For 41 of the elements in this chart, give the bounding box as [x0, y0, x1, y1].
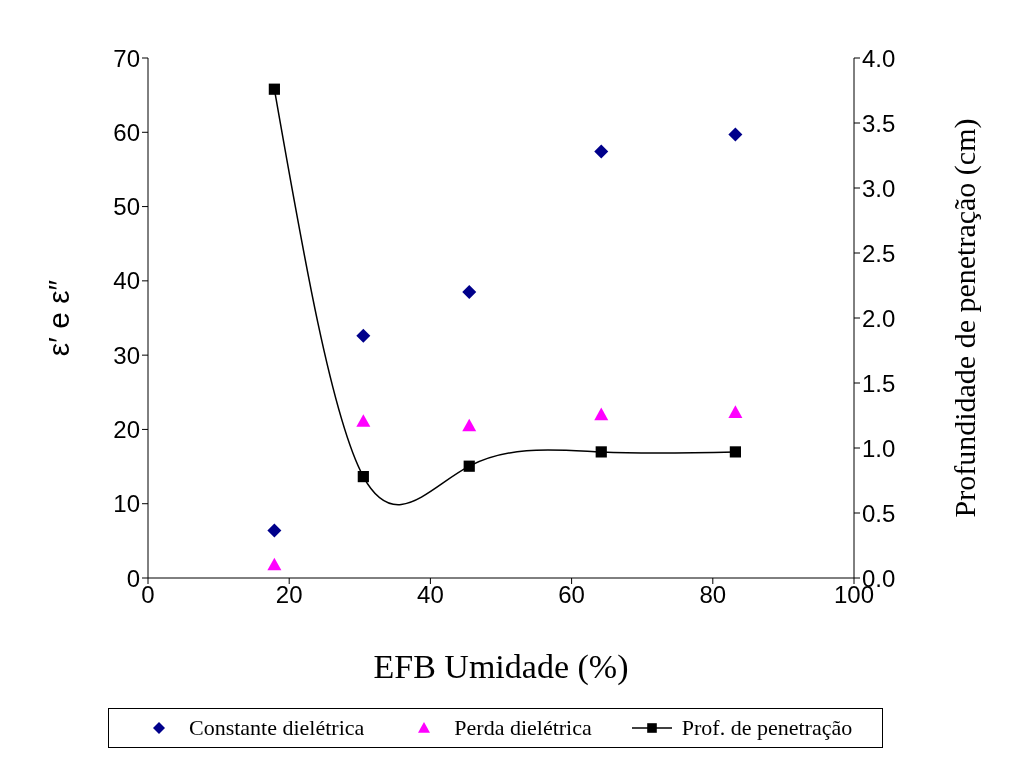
point [463, 460, 475, 472]
point [267, 557, 282, 571]
point [594, 144, 609, 159]
point [728, 127, 743, 142]
point [357, 471, 369, 483]
x-axis-title: EFB Umidade (%) [373, 648, 629, 686]
point [462, 285, 477, 299]
y-axis-title: ε′ e ε″ [41, 279, 75, 357]
x-tick-label: 20 [275, 581, 303, 609]
y-tick-label: 40 [113, 267, 140, 295]
y2-tick-label: 2.0 [862, 304, 896, 332]
y-tick-label: 0 [126, 564, 140, 592]
x-tick-label: 60 [558, 581, 585, 609]
y2-tick-label: 0.5 [862, 499, 896, 527]
y2-tick-label: 1.5 [862, 369, 896, 397]
y2-tick-label: 2.5 [862, 239, 896, 267]
point [462, 418, 477, 432]
y2-tick-label: 1.0 [862, 434, 896, 462]
y2-tick-label: 4.0 [862, 44, 896, 72]
x-tick-label: 80 [699, 581, 727, 609]
legend-label: Prof. de penetração [681, 715, 853, 741]
point [729, 446, 741, 458]
y2-tick-label: 3.0 [862, 174, 896, 202]
point [356, 328, 371, 343]
y-tick-label: 10 [113, 490, 140, 518]
point [595, 446, 607, 458]
y-tick-label: 20 [113, 415, 140, 443]
point [356, 414, 371, 427]
y2-axis-title: Profundidade de penetração (cm) [947, 118, 982, 518]
point [267, 523, 282, 538]
x-tick-label: 40 [417, 581, 444, 609]
y2-tick-label: 3.5 [862, 109, 896, 137]
point [594, 407, 609, 421]
y-tick-label: 60 [113, 118, 140, 146]
point [728, 405, 743, 418]
y-tick-label: 70 [113, 44, 140, 72]
point [268, 83, 280, 95]
y-tick-label: 30 [113, 341, 140, 369]
legend-label: Perda dielétrica [454, 715, 592, 741]
y-tick-label: 50 [113, 193, 140, 221]
legend-label: Constante dielétrica [189, 715, 365, 741]
